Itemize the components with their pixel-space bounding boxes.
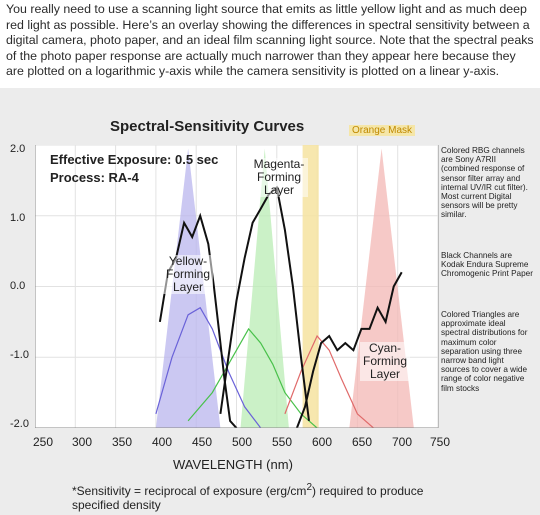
camera-curve-green [187,327,318,428]
footnote-sup: 2 [306,482,312,493]
exposure-text: Effective Exposure: 0.5 sec [50,152,219,167]
x-tick: 400 [152,435,173,449]
x-tick: 600 [312,435,333,449]
paper-curve-2 [295,271,403,428]
y-tick: 0.0 [10,280,26,292]
x-tick: 350 [112,435,133,449]
intro-paragraph: You really need to use a scanning light … [6,2,534,78]
plot-svg [35,145,438,428]
side-note-triangles: Colored Triangles are approximate ideal … [441,310,528,393]
paper-curve-1 [219,185,310,422]
footnote-part1: *Sensitivity = reciprocal of exposure (e… [72,484,307,498]
plot-area: Effective Exposure: 0.5 sec Process: RA-… [35,145,439,428]
spectral-figure: Spectral-Sensitivity Curves Orange Mask … [0,88,540,515]
y-tick: -2.0 [10,418,29,430]
orange-mask-label: Orange Mask [349,125,416,136]
x-tick: 500 [232,435,253,449]
x-tick: 650 [352,435,373,449]
x-tick: 750 [430,435,451,449]
x-tick: 300 [72,435,93,449]
camera-curve-blue [155,306,262,428]
y-tick: 2.0 [10,143,26,155]
cyan-layer-label: Cyan- Forming Layer [360,342,410,381]
exposure-legend: Effective Exposure: 0.5 sec Process: RA-… [50,151,218,187]
side-note-paper: Black Channels are Kodak Endura Supreme … [441,251,533,279]
magenta-layer-label: Magenta- Forming Layer [250,158,308,197]
side-note-camera: Colored RBG channels are Sony A7RII (com… [441,146,528,220]
x-tick: 450 [192,435,213,449]
y-tick: -1.0 [10,349,29,361]
chart-footnote: *Sensitivity = reciprocal of exposure (e… [72,481,432,512]
x-tick: 700 [392,435,413,449]
ideal-band-green [240,148,289,428]
ideal-band-red [349,148,414,428]
footnote-part2: ) required to produce specified density [72,484,424,512]
chart-title: Spectral-Sensitivity Curves [110,118,305,135]
y-tick: 1.0 [10,212,26,224]
x-tick: 550 [272,435,293,449]
x-axis-label: WAVELENGTH (nm) [173,457,293,472]
x-tick: 250 [33,435,54,449]
orange-mask-band [302,145,319,428]
process-text: Process: RA-4 [50,170,139,185]
yellow-layer-label: Yellow- Forming Layer [163,255,213,294]
camera-curve-red [284,334,374,428]
